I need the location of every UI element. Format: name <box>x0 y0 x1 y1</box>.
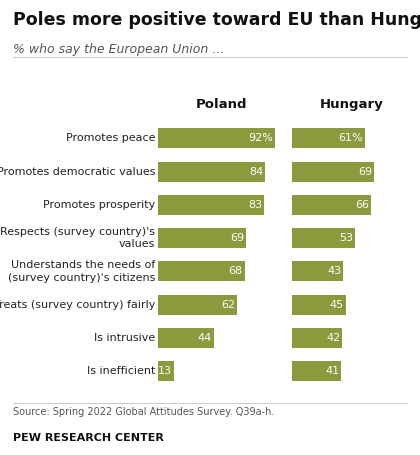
Text: Treats (survey country) fairly: Treats (survey country) fairly <box>0 300 155 310</box>
Bar <box>292 128 365 148</box>
Text: % who say the European Union ...: % who say the European Union ... <box>13 43 224 56</box>
Text: Hungary: Hungary <box>320 98 383 111</box>
Text: Promotes peace: Promotes peace <box>66 133 155 143</box>
Bar <box>292 361 341 381</box>
Bar <box>292 195 371 215</box>
Bar <box>292 228 355 248</box>
Text: 13: 13 <box>158 366 172 376</box>
Bar <box>158 361 174 381</box>
Bar <box>158 195 264 215</box>
Text: 83: 83 <box>248 200 262 210</box>
Text: 69: 69 <box>230 233 244 243</box>
Text: 68: 68 <box>228 267 243 277</box>
Bar <box>292 162 375 182</box>
Text: Is intrusive: Is intrusive <box>94 333 155 343</box>
Text: 66: 66 <box>355 200 369 210</box>
Bar <box>292 262 344 282</box>
Bar <box>158 295 237 315</box>
Bar <box>292 295 346 315</box>
Text: Is inefficient: Is inefficient <box>87 366 155 376</box>
Bar <box>158 262 244 282</box>
Text: 92%: 92% <box>249 133 273 143</box>
Text: 44: 44 <box>198 333 212 343</box>
Bar <box>292 328 342 348</box>
Text: 45: 45 <box>330 300 344 310</box>
Text: Understands the needs of
(survey country)'s citizens: Understands the needs of (survey country… <box>8 260 155 283</box>
Text: Promotes democratic values: Promotes democratic values <box>0 167 155 177</box>
Text: 43: 43 <box>328 267 341 277</box>
Text: PEW RESEARCH CENTER: PEW RESEARCH CENTER <box>13 433 163 443</box>
Text: Respects (survey country)'s
values: Respects (survey country)'s values <box>0 227 155 249</box>
Bar <box>158 328 214 348</box>
Bar <box>158 128 276 148</box>
Text: 42: 42 <box>326 333 340 343</box>
Text: Promotes prosperity: Promotes prosperity <box>43 200 155 210</box>
Text: 61%: 61% <box>339 133 363 143</box>
Text: 69: 69 <box>359 167 373 177</box>
Text: Poland: Poland <box>196 98 247 111</box>
Bar <box>158 162 265 182</box>
Text: 41: 41 <box>325 366 339 376</box>
Text: 62: 62 <box>221 300 235 310</box>
Bar <box>158 228 246 248</box>
Text: Poles more positive toward EU than Hungarians: Poles more positive toward EU than Hunga… <box>13 11 420 30</box>
Text: 53: 53 <box>339 233 354 243</box>
Text: 84: 84 <box>249 167 263 177</box>
Text: Source: Spring 2022 Global Attitudes Survey. Q39a-h.: Source: Spring 2022 Global Attitudes Sur… <box>13 407 274 417</box>
